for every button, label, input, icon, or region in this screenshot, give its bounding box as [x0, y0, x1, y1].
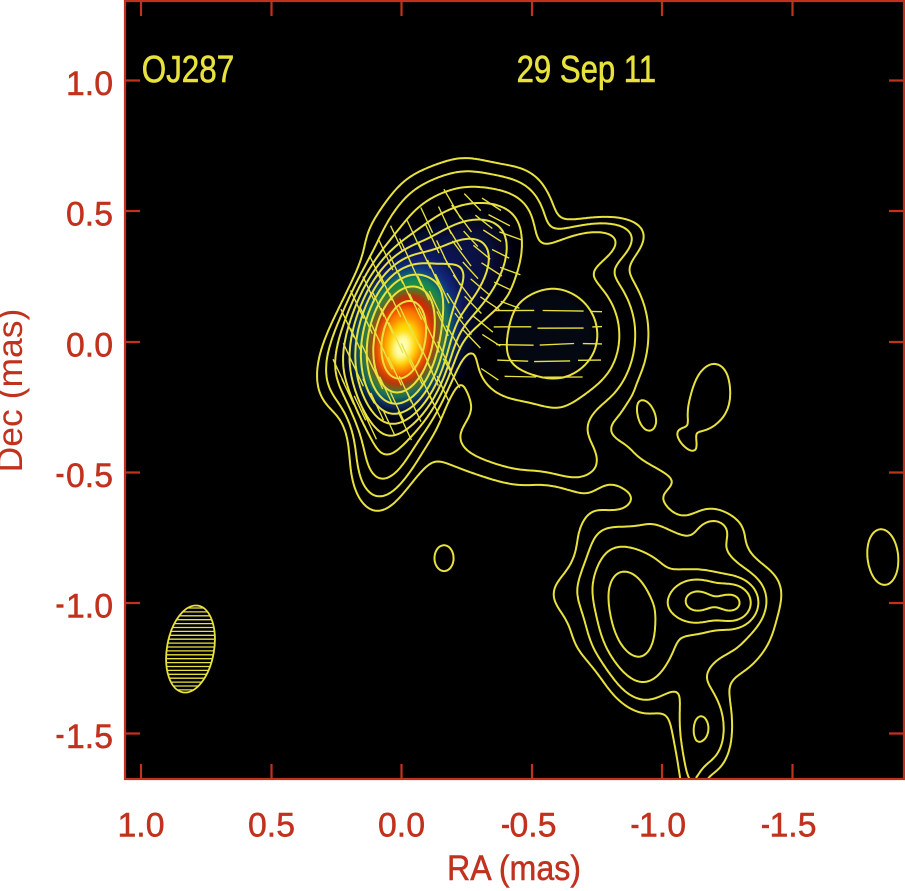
- svg-text:1.0: 1.0: [118, 807, 165, 845]
- svg-text:0.5: 0.5: [66, 196, 113, 234]
- svg-text:1.5: 1.5: [66, 718, 113, 756]
- svg-text:Dec (mas): Dec (mas): [0, 309, 30, 473]
- svg-text:1.0: 1.0: [66, 588, 113, 626]
- svg-text:1.0: 1.0: [639, 807, 686, 845]
- svg-text:0.0: 0.0: [378, 807, 425, 845]
- svg-text:0.5: 0.5: [66, 457, 113, 495]
- svg-text:1.0: 1.0: [66, 65, 113, 103]
- svg-text:0.5: 0.5: [248, 807, 295, 845]
- svg-text:RA (mas): RA (mas): [447, 848, 581, 888]
- svg-text:1.5: 1.5: [770, 807, 817, 845]
- svg-text:0.5: 0.5: [510, 807, 557, 845]
- svg-text:29 Sep 11: 29 Sep 11: [517, 49, 657, 91]
- svg-text:OJ287: OJ287: [142, 49, 235, 91]
- svg-text:0.0: 0.0: [66, 327, 113, 365]
